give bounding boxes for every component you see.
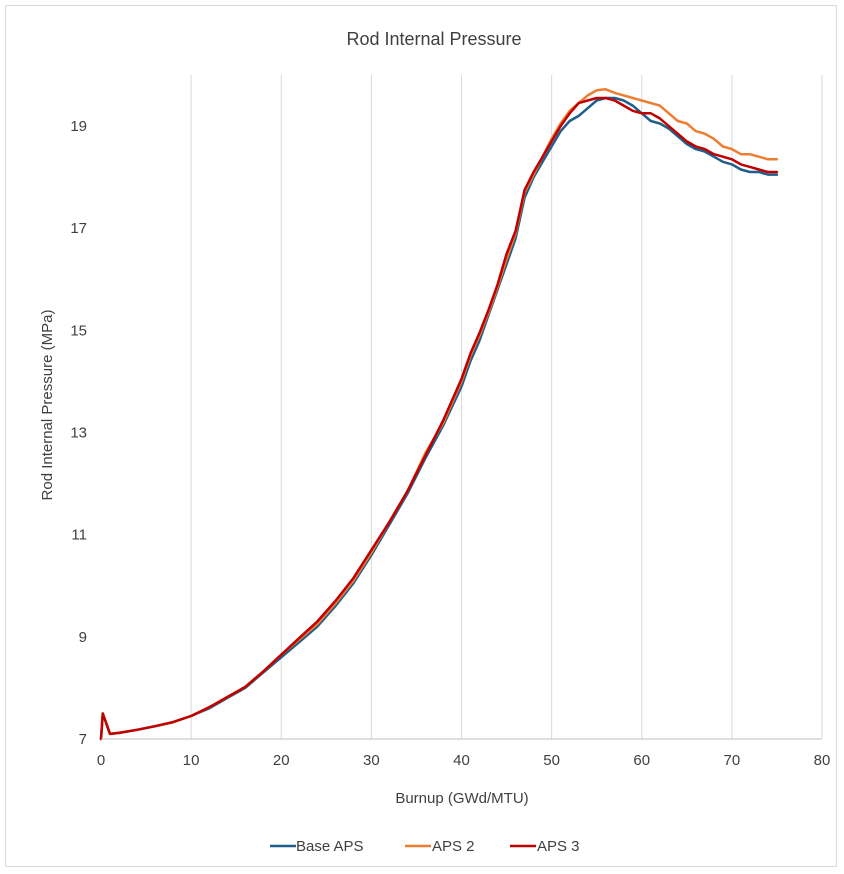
x-tick-label: 70 [724, 752, 741, 769]
x-tick-label: 50 [543, 752, 560, 769]
series-line-3 [99, 96, 779, 741]
series-lines [99, 88, 779, 741]
x-tick-label: 60 [633, 752, 650, 769]
x-axis-label: Burnup (GWd/MTU) [395, 790, 528, 807]
y-tick-label: 13 [70, 425, 87, 442]
chart-title: Rod Internal Pressure [346, 29, 521, 49]
y-tick-label: 7 [79, 731, 87, 748]
x-axis-ticks: 0 10 20 30 40 50 60 70 80 [97, 752, 831, 769]
grid-lines [190, 75, 823, 739]
series-line-1 [99, 96, 779, 741]
y-axis-label: Rod Internal Pressure (MPa) [39, 310, 56, 501]
x-tick-label: 80 [814, 752, 831, 769]
x-tick-label: 10 [183, 752, 200, 769]
y-tick-label: 17 [70, 220, 87, 237]
x-tick-label: 30 [363, 752, 380, 769]
legend-label-3: APS 3 [537, 838, 580, 855]
x-tick-label: 40 [453, 752, 470, 769]
y-tick-label: 11 [71, 527, 87, 544]
x-tick-label: 20 [273, 752, 290, 769]
y-tick-label: 19 [70, 118, 87, 135]
legend-label-1: Base APS [296, 838, 364, 855]
x-tick-label: 0 [97, 752, 105, 769]
y-axis-ticks: 7 9 11 13 15 17 19 [70, 118, 87, 748]
y-tick-label: 9 [79, 629, 87, 646]
y-tick-label: 15 [70, 322, 87, 339]
legend-label-2: APS 2 [432, 838, 475, 855]
legend: Base APS APS 2 APS 3 [270, 838, 580, 855]
series-line-2 [99, 88, 779, 741]
